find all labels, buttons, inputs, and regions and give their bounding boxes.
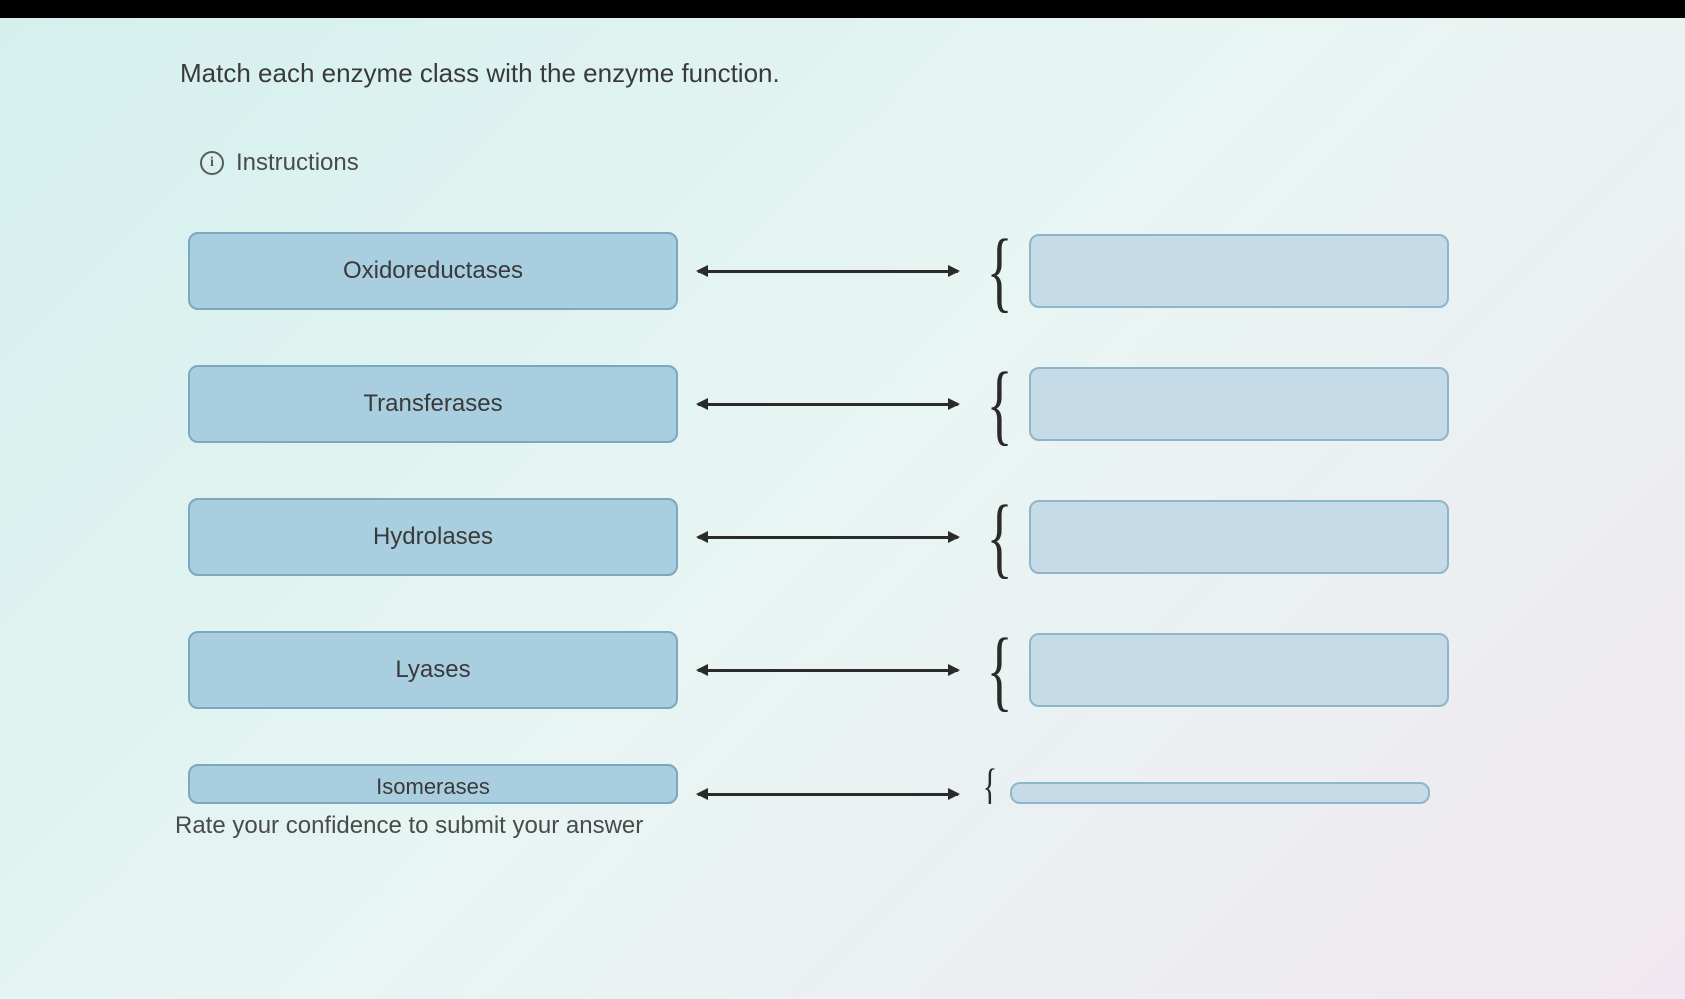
- instructions-button[interactable]: i Instructions: [200, 149, 1685, 177]
- match-row: Oxidoreductases {: [188, 232, 1685, 310]
- instructions-label: Instructions: [236, 149, 359, 177]
- match-row: Hydrolases {: [188, 498, 1685, 576]
- connector-arrow: [698, 536, 958, 539]
- match-row-partial: Isomerases {: [188, 764, 1685, 804]
- match-row: Transferases {: [188, 365, 1685, 443]
- confidence-prompt: Rate your confidence to submit your answ…: [175, 812, 1685, 840]
- enzyme-draggable[interactable]: Oxidoreductases: [188, 232, 678, 310]
- drop-target[interactable]: [1029, 500, 1449, 574]
- matching-area: Oxidoreductases { Transferases { Hydrola…: [188, 232, 1685, 804]
- enzyme-draggable[interactable]: Isomerases: [188, 764, 678, 804]
- window-top-bar: [0, 0, 1685, 18]
- question-content: Match each enzyme class with the enzyme …: [0, 18, 1685, 840]
- drop-target[interactable]: [1029, 633, 1449, 707]
- enzyme-label: Isomerases: [376, 774, 490, 800]
- enzyme-label: Lyases: [395, 656, 470, 684]
- brace-icon: {: [987, 639, 1013, 702]
- match-row: Lyases {: [188, 631, 1685, 709]
- info-icon: i: [200, 151, 224, 175]
- connector-arrow: [698, 669, 958, 672]
- brace-icon: {: [983, 769, 997, 804]
- drop-target[interactable]: [1029, 234, 1449, 308]
- enzyme-draggable[interactable]: Lyases: [188, 631, 678, 709]
- enzyme-label: Hydrolases: [373, 523, 493, 551]
- drop-target[interactable]: [1010, 782, 1430, 804]
- enzyme-draggable[interactable]: Transferases: [188, 365, 678, 443]
- enzyme-draggable[interactable]: Hydrolases: [188, 498, 678, 576]
- connector-arrow: [698, 793, 958, 796]
- connector-arrow: [698, 270, 958, 273]
- enzyme-label: Oxidoreductases: [343, 257, 523, 285]
- brace-icon: {: [987, 373, 1013, 436]
- brace-icon: {: [987, 506, 1013, 569]
- drop-target[interactable]: [1029, 367, 1449, 441]
- question-prompt: Match each enzyme class with the enzyme …: [180, 58, 1685, 89]
- brace-icon: {: [987, 240, 1013, 303]
- enzyme-label: Transferases: [363, 390, 502, 418]
- connector-arrow: [698, 403, 958, 406]
